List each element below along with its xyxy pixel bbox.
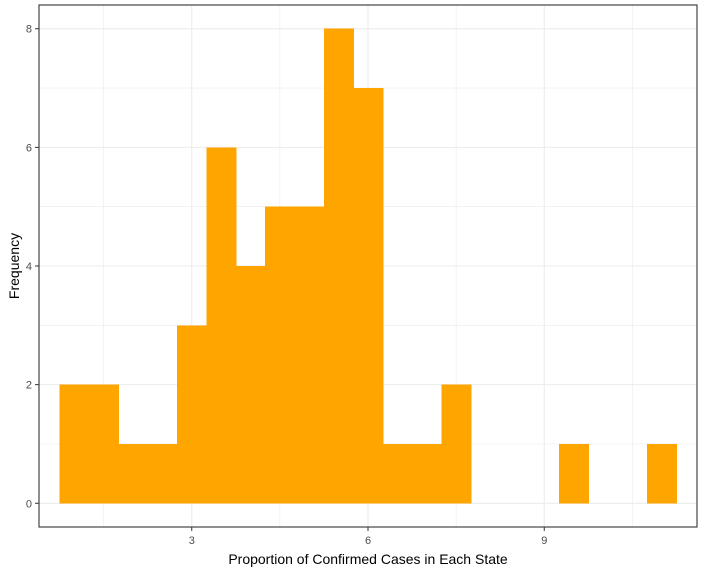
histogram-bar (323, 28, 354, 504)
histogram-bar (88, 384, 119, 504)
histogram-bar (177, 325, 208, 504)
y-tick-label: 0 (26, 498, 32, 510)
y-tick-label: 6 (26, 142, 32, 154)
histogram-bar (647, 443, 678, 504)
histogram-bar (558, 443, 589, 504)
histogram-bar (441, 384, 472, 504)
y-axis-ticks: 0 2 4 6 8 (26, 24, 39, 510)
x-axis-title: Proportion of Confirmed Cases in Each St… (228, 551, 508, 567)
histogram-bar (118, 443, 149, 504)
histogram-bar (412, 443, 443, 504)
histogram-bar (147, 443, 178, 504)
x-tick-label: 9 (541, 535, 547, 547)
histogram-bar (59, 384, 90, 504)
histogram-bar (206, 147, 237, 504)
x-tick-label: 3 (189, 535, 195, 547)
histogram-bar (235, 266, 266, 504)
histogram-bar (382, 443, 413, 504)
x-tick-label: 6 (365, 535, 371, 547)
y-tick-label: 2 (26, 380, 32, 392)
histogram-bars (59, 28, 678, 504)
histogram-bar (265, 206, 296, 504)
histogram-bar (353, 88, 384, 504)
y-tick-label: 8 (26, 24, 32, 36)
y-axis-title: Frequency (6, 233, 22, 299)
x-axis-ticks: 3 6 9 (189, 527, 547, 547)
y-tick-label: 4 (26, 261, 32, 273)
histogram-bar (294, 206, 325, 504)
